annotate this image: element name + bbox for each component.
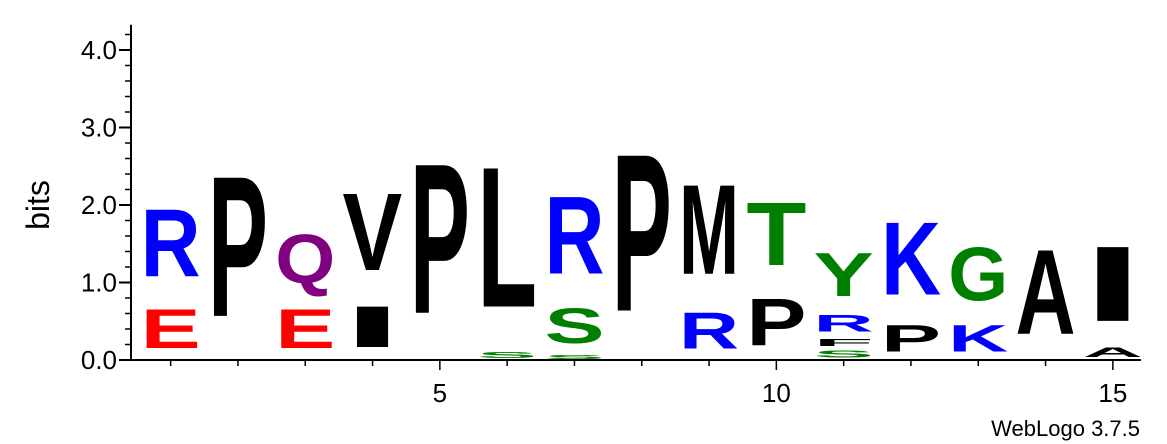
y-axis-label: bits (20, 180, 56, 230)
y-tick-label: 3.0 (81, 113, 117, 143)
logo-letter-R: R (141, 190, 201, 298)
y-tick-label: 0.0 (81, 345, 117, 375)
logo-letter-I: I (343, 294, 403, 360)
logo-letter-L: L (477, 126, 537, 350)
logo-letter-R: R (679, 301, 739, 359)
x-tick-label: 5 (433, 378, 447, 408)
logo-letter-Y: Y (814, 240, 874, 309)
logo-letter-K: K (881, 201, 941, 317)
logo-letter-I: I (1083, 225, 1143, 345)
logo-letter-V: V (343, 171, 403, 294)
logo-letter-S: S (477, 351, 537, 360)
logo-letter-R: R (814, 310, 874, 337)
logo-letter-S: S (544, 354, 604, 360)
logo-letter-P: P (410, 118, 470, 358)
logo-letter-S: S (544, 298, 604, 354)
logo-letter-F: F (814, 337, 874, 349)
logo-letter-P: P (746, 284, 806, 359)
logo-letter-M: M (679, 159, 739, 302)
y-tick-label: 4.0 (81, 35, 117, 65)
logo-letter-G: G (948, 233, 1008, 317)
x-tick-label: 15 (1098, 378, 1127, 408)
logo-letter-A: A (1083, 344, 1143, 360)
logo-letter-E: E (275, 297, 335, 359)
logo-letter-P: P (881, 317, 941, 360)
logo-letter-R: R (544, 173, 604, 297)
logo-letter-P: P (612, 108, 672, 359)
x-tick-label: 10 (762, 378, 791, 408)
logo-letter-E: E (141, 297, 201, 359)
logo-letter-Q: Q (275, 220, 335, 297)
logo-letter-K: K (948, 317, 1008, 359)
axes-layer: 0.0 1.0 2.0 3.0 4.0 5 10 15 (81, 24, 1141, 408)
weblogo-credit: WebLogo 3.7.5 (991, 416, 1140, 441)
logo-letter-P: P (208, 134, 268, 359)
y-tick-label: 1.0 (81, 268, 117, 298)
logo-letter-T: T (746, 184, 806, 284)
y-tick-label: 2.0 (81, 190, 117, 220)
logo-letter-A: A (1016, 225, 1076, 360)
logo-letter-S: S (814, 348, 874, 360)
